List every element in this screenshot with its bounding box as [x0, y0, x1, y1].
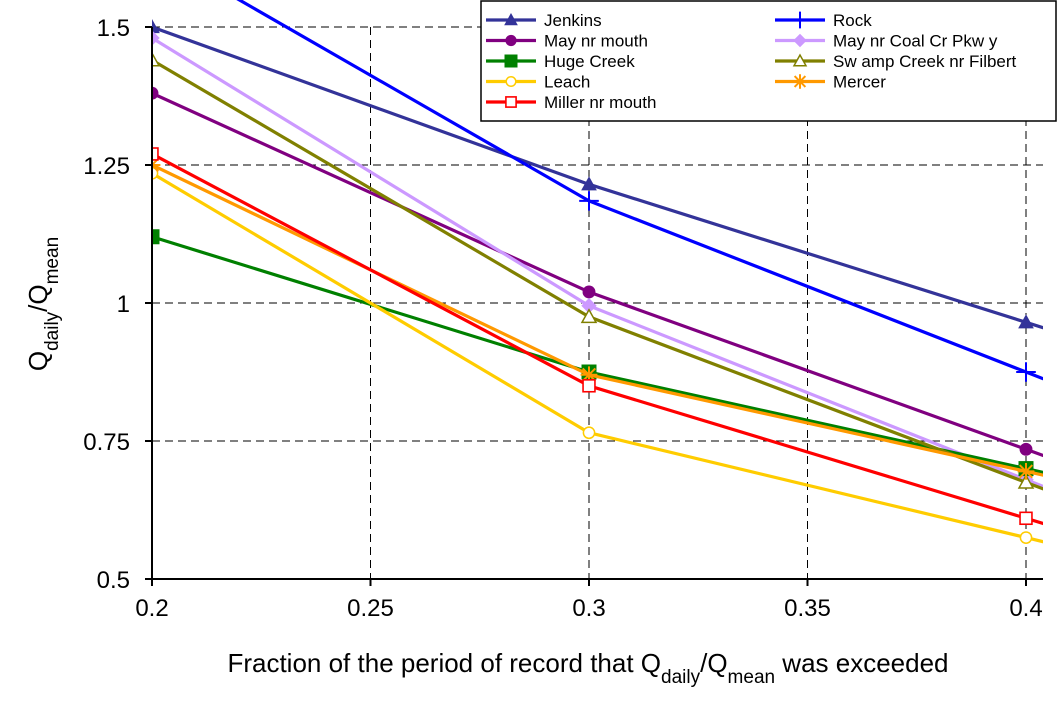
legend: Jenkins Rock May nr mouth May nr Coal Cr Pk…	[480, 0, 1057, 122]
data-point	[1018, 314, 1034, 329]
data-point	[1019, 511, 1033, 526]
x-tick-label: 0.35	[784, 595, 831, 622]
series-miller-nr-mouth	[152, 147, 1043, 526]
series-sw-amp-creek-nr-filbert	[152, 51, 1043, 491]
data-point	[792, 74, 808, 89]
series-huge-creek	[152, 229, 1043, 477]
data-point	[791, 11, 809, 29]
legend-label: Huge Creek	[544, 52, 635, 71]
legend-item: May nr mouth	[486, 32, 648, 51]
legend-item: Leach	[486, 73, 590, 92]
legend-label: Miller nr mouth	[544, 93, 656, 112]
legend-label: May nr mouth	[544, 32, 648, 51]
series-jenkins	[152, 18, 1043, 330]
data-point	[1019, 531, 1033, 544]
legend-label: Mercer	[833, 73, 886, 92]
data-point	[580, 366, 598, 384]
data-point	[580, 308, 598, 324]
data-point	[152, 18, 160, 34]
legend-item: Jenkins	[486, 11, 602, 30]
x-tick-label: 0.2	[135, 595, 168, 622]
series-line	[152, 235, 1043, 474]
data-point	[505, 75, 517, 88]
legend-item: Miller nr mouth	[486, 93, 656, 112]
x-tick-label: 0.3	[572, 595, 605, 622]
data-point	[152, 51, 161, 67]
series-mercer	[152, 156, 1043, 480]
legend-label: Rock	[833, 11, 872, 30]
y-tick-label: 0.75	[83, 429, 130, 456]
legend-label: Leach	[544, 73, 590, 92]
y-axis-title: Qdaily/Qmean	[23, 237, 63, 371]
legend-box	[480, 0, 1057, 122]
series-lines	[152, 0, 1043, 544]
data-point	[793, 33, 807, 48]
data-point	[792, 53, 808, 67]
data-point	[582, 285, 596, 299]
data-point	[1017, 473, 1035, 489]
y-tick-label: 1	[117, 291, 130, 318]
legend-label: May nr Coal Cr Pkw y	[833, 32, 998, 51]
data-point	[579, 191, 599, 211]
data-point	[1019, 442, 1033, 456]
legend-item: May nr Coal Cr Pkw y	[775, 32, 998, 51]
data-point	[582, 426, 596, 440]
data-point	[504, 12, 518, 26]
x-tick-label: 0.25	[347, 595, 394, 622]
tick-labels: 0.2 0.25 0.3 0.35 0.4 0.5 0.75 1 1.25 1.5	[83, 15, 1042, 622]
y-tick-label: 1.5	[97, 15, 130, 42]
legend-item: Mercer	[775, 73, 886, 92]
y-tick-label: 0.5	[97, 567, 130, 594]
series-leach	[152, 166, 1043, 544]
data-point	[505, 34, 517, 47]
data-point	[1016, 362, 1036, 382]
data-point	[504, 54, 518, 68]
x-axis-title: Fraction of the period of record that Qd…	[227, 648, 948, 688]
x-tick-label: 0.4	[1009, 595, 1042, 622]
legend-label: Sw amp Creek nr Filbert	[833, 52, 1017, 71]
legend-item: Huge Creek	[486, 52, 635, 71]
data-point	[582, 379, 596, 393]
series-line	[152, 171, 1043, 544]
data-point	[152, 229, 160, 245]
legend-item: Sw amp Creek nr Filbert	[775, 52, 1017, 71]
legend-label: Jenkins	[544, 11, 602, 30]
series-rock	[236, 0, 1043, 382]
legend-item: Rock	[775, 11, 872, 30]
y-tick-label: 1.25	[83, 153, 130, 180]
data-point	[152, 30, 160, 46]
data-point	[1017, 462, 1035, 480]
data-point	[505, 96, 517, 108]
data-point	[581, 176, 597, 191]
